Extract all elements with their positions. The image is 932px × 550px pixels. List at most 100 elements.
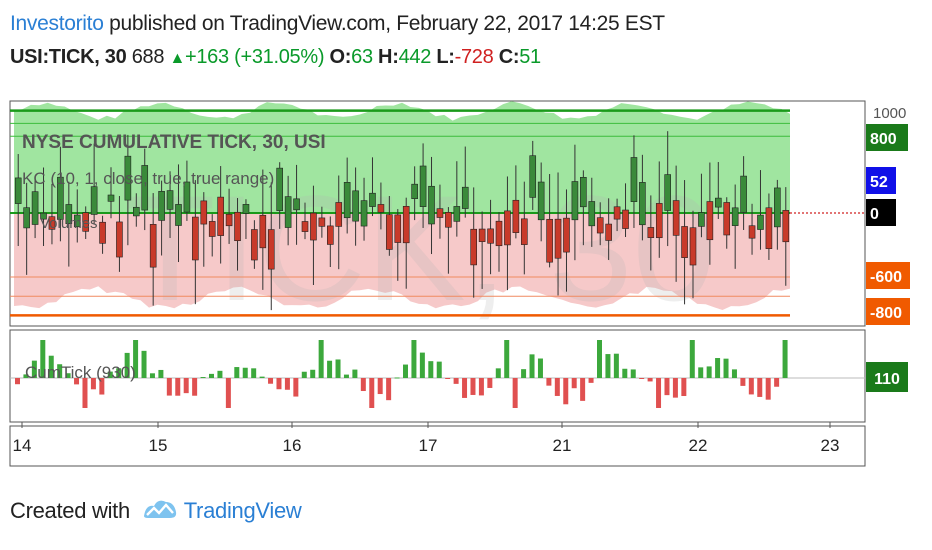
price-scale[interactable]: 1000 800 52 0 -600 -800 [866,105,910,325]
symbol-label: USI:TICK, 30 [10,46,127,68]
candle-body [57,176,64,220]
cumtick-bar [782,340,788,378]
candle-body [664,174,671,211]
open-value: 63 [351,46,373,68]
tradingview-brand-link[interactable]: TradingView [183,497,302,523]
cumtick-bar [715,358,721,378]
candle-body [504,210,511,246]
cumtick-label[interactable]: CumTick (930) [25,363,136,382]
cumtick-bar [225,378,231,408]
author-link[interactable]: Investorito [10,12,104,35]
cumtick-bar [588,378,594,383]
cumtick-bar [343,374,349,378]
candle-body [765,207,773,249]
candle-body [478,228,486,242]
high-value: 442 [398,46,432,68]
candle-body [352,190,359,222]
candle-body [681,226,688,258]
x-tick-label: 14 [13,436,32,455]
candle-body [630,157,638,202]
candle-body [192,216,199,261]
price-badge-text: -800 [870,305,902,322]
cumtick-bar [31,360,37,378]
candle-body [217,196,224,236]
publish-info: published on TradingView.com, February 2… [103,12,665,35]
time-axis[interactable]: 14 15 16 17 21 22 23 [13,422,840,455]
candle-body [411,183,418,199]
candle-body [99,221,106,244]
candle-body [73,214,81,228]
cumtick-bar [656,378,662,408]
x-tick-label: 15 [149,436,168,455]
cumtick-bar [462,378,468,398]
candle-body [284,196,292,228]
cumtick-bar [217,370,223,378]
cumtick-bar [664,378,670,396]
cumtick-bar [276,378,282,390]
indicator-label[interactable]: KC (10, 1, close, true, true range) [22,169,274,188]
cumtick-bar [613,353,619,378]
cumtick-bar [23,374,29,378]
candle-body [571,181,579,221]
cumtick-bar [757,378,763,397]
candle-body [453,206,461,222]
cumtick-histogram [15,340,788,408]
candle-body [774,187,781,228]
cumtick-bar [630,369,636,378]
candle-body [107,194,115,202]
cumtick-bar [386,378,392,401]
cumtick-bar [377,378,383,395]
cumtick-bar [411,340,417,378]
cumtick-bar [731,369,737,378]
cumtick-bar [116,368,122,378]
cumtick-badge-text: 110 [874,371,900,388]
cumtick-bar [495,368,501,378]
candle-body [419,165,427,207]
cumtick-bar [580,378,586,401]
candle-body [158,191,165,221]
cumtick-bar [689,340,695,378]
cumtick-bar [141,350,147,378]
candle-body [318,217,326,227]
candle-body [512,199,520,233]
publish-header: Investorito published on TradingView.com… [10,12,665,36]
cumtick-bar [124,352,130,378]
candle-body [689,227,697,266]
candle-body [360,200,368,227]
candle-body [116,221,123,258]
candle-body [588,201,596,227]
cumtick-bar [175,378,181,396]
cumtick-bar [571,378,577,389]
candle-body [369,192,376,207]
cumtick-bar [149,373,155,378]
candle-body [133,206,140,217]
candle-body [259,214,267,249]
cumtick-bar [200,377,206,379]
price-scale-top: 1000 [873,105,906,122]
cumtick-bar [470,378,476,395]
cumtick-bar [394,377,400,379]
candle-body [335,202,343,227]
cumtick-bar [681,378,687,397]
volumes-label[interactable]: Volumes [40,215,98,232]
tradingview-logo-icon[interactable] [142,496,178,528]
cumtick-bar [352,369,358,378]
low-label: L: [436,46,455,68]
candle-body [327,225,334,245]
cumtick-bar [369,378,375,408]
cumtick-bar [259,376,265,378]
cumtick-bar [748,378,754,395]
candle-body [698,212,705,227]
cumtick-bar [445,378,451,379]
candle-body [208,221,216,237]
cumtick-bar [65,373,71,378]
cumtick-bar [487,378,493,388]
cumtick-bar [774,378,780,387]
lower-band-fill [14,213,790,310]
candle-body [639,182,646,226]
cumtick-bar [706,366,712,378]
candle-body [267,229,275,270]
price-badge-text: 52 [870,174,888,191]
cumtick-bar [40,340,46,378]
